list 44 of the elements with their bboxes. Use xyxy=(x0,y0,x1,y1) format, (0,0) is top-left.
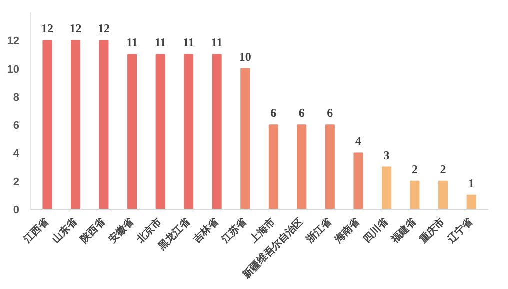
data-label: 11 xyxy=(154,36,166,50)
bar xyxy=(70,40,80,210)
data-label: 2 xyxy=(412,162,418,176)
data-label: 12 xyxy=(41,22,54,36)
x-tick-label: 山东省 xyxy=(50,215,80,246)
y-tick-label: 2 xyxy=(13,176,20,188)
bar xyxy=(99,40,109,210)
data-label: 10 xyxy=(239,50,252,64)
bar xyxy=(156,54,166,210)
data-label: 3 xyxy=(384,148,390,162)
data-label: 6 xyxy=(270,106,277,120)
bar xyxy=(325,124,335,210)
data-label: 12 xyxy=(98,22,110,36)
y-tick-label: 0 xyxy=(13,204,20,216)
y-tick-label: 4 xyxy=(13,148,20,160)
data-label: 4 xyxy=(355,134,362,148)
bar xyxy=(438,180,448,210)
data-label: 12 xyxy=(70,22,82,36)
bar xyxy=(184,54,194,210)
data-label: 11 xyxy=(126,36,138,50)
data-label: 6 xyxy=(298,106,305,120)
y-tick-label: 10 xyxy=(7,64,20,76)
x-tick-label: 辽宁省 xyxy=(445,215,476,246)
bar xyxy=(354,152,364,210)
y-tick-label: 12 xyxy=(7,36,20,48)
data-label: 1 xyxy=(468,176,475,190)
bar xyxy=(466,194,476,210)
bar xyxy=(212,54,222,210)
bar xyxy=(268,124,278,210)
bar xyxy=(128,54,138,210)
bar xyxy=(42,40,52,210)
x-tick-label: 陕西省 xyxy=(78,215,109,246)
bar xyxy=(297,124,307,210)
data-label: 11 xyxy=(183,36,194,50)
data-label: 11 xyxy=(211,36,223,50)
data-label: 2 xyxy=(440,162,446,176)
bar xyxy=(410,180,420,210)
bar xyxy=(382,166,392,210)
y-tick-label: 8 xyxy=(13,92,20,104)
data-label: 6 xyxy=(327,106,334,120)
bar xyxy=(240,68,250,210)
y-tick-label: 6 xyxy=(13,120,20,132)
x-tick-label: 安徽省 xyxy=(106,215,137,246)
x-tick-label: 江西省 xyxy=(20,215,52,246)
